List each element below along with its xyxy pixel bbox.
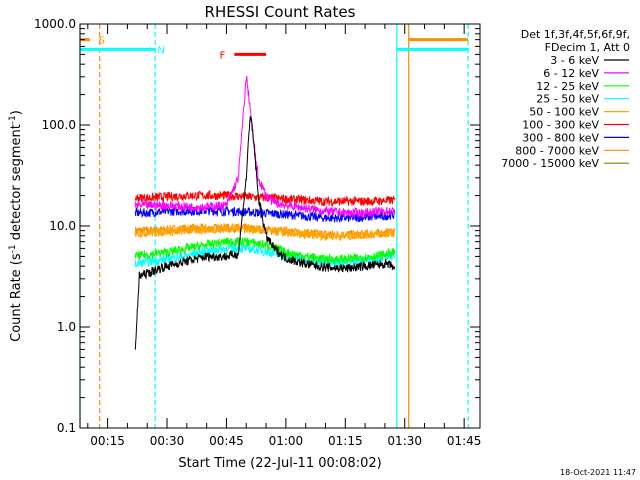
y-tick-label: 1000.0 bbox=[34, 17, 76, 31]
y-tick-label: 10.0 bbox=[49, 219, 76, 233]
legend-header-line2: FDecim 1, Att 0 bbox=[545, 41, 630, 54]
state-bar-label: N bbox=[157, 45, 164, 56]
y-axis-label-main: Count Rate (s bbox=[9, 253, 24, 342]
legend-label: 50 - 100 keV bbox=[529, 106, 599, 119]
x-tick-label: 01:15 bbox=[328, 434, 363, 448]
series-line bbox=[134, 243, 396, 268]
attenuator-bars: S N F bbox=[80, 36, 469, 61]
footer-timestamp: 18-Oct-2021 11:47 bbox=[560, 468, 636, 477]
legend-label: 3 - 6 keV bbox=[550, 54, 599, 67]
x-tick-label: 01:00 bbox=[269, 434, 304, 448]
legend-label: 25 - 50 keV bbox=[536, 93, 599, 106]
series-line bbox=[134, 76, 396, 219]
legend-label: 7000 - 15000 keV bbox=[501, 157, 599, 170]
y-axis-label-close: ) bbox=[9, 110, 24, 115]
y-axis-label: Count Rate (s-1 detector segment-1) bbox=[8, 110, 24, 342]
legend-label: 800 - 7000 keV bbox=[515, 144, 599, 157]
vertical-markers bbox=[79, 24, 469, 428]
x-tick-label: 00:15 bbox=[90, 434, 125, 448]
series-line bbox=[134, 237, 396, 265]
y-tick-label: 100.0 bbox=[42, 118, 76, 132]
series-line bbox=[134, 205, 395, 224]
legend-label: 100 - 300 keV bbox=[522, 119, 599, 132]
series-line bbox=[134, 223, 396, 242]
x-tick-label: 01:30 bbox=[387, 434, 422, 448]
x-tick-label: 01:45 bbox=[447, 434, 482, 448]
x-axis-label: Start Time (22-Jul-11 00:08:02) bbox=[178, 456, 381, 471]
x-axis-ticks: 00:15 00:30 00:45 01:00 01:15 01:30 01:45 bbox=[87, 24, 482, 448]
series-layer bbox=[134, 76, 396, 350]
legend-label: 6 - 12 keV bbox=[543, 67, 599, 80]
legend: Det 1f,3f,4f,5f,6f,9f, FDecim 1, Att 0 3… bbox=[501, 28, 630, 170]
y-tick-label: 1.0 bbox=[57, 320, 76, 334]
chart-title: RHESSI Count Rates bbox=[205, 3, 356, 21]
y-axis-label-sup: -1 bbox=[8, 244, 18, 253]
series-line bbox=[134, 116, 396, 350]
y-axis-ticks: 0.1 1.0 10.0 100.0 1000.0 bbox=[34, 17, 480, 435]
state-bar-label: F bbox=[220, 50, 226, 61]
y-axis-label-tail: detector segment bbox=[9, 124, 24, 244]
y-tick-label: 0.1 bbox=[57, 421, 76, 435]
series-line bbox=[134, 189, 396, 208]
state-bar-label: S bbox=[98, 36, 104, 47]
x-tick-label: 00:45 bbox=[209, 434, 244, 448]
y-axis-label-sup2: -1 bbox=[8, 115, 18, 124]
x-tick-label: 00:30 bbox=[150, 434, 185, 448]
legend-header-line1: Det 1f,3f,4f,5f,6f,9f, bbox=[521, 28, 630, 41]
legend-label: 12 - 25 keV bbox=[536, 80, 599, 93]
legend-label: 300 - 800 keV bbox=[522, 131, 599, 144]
